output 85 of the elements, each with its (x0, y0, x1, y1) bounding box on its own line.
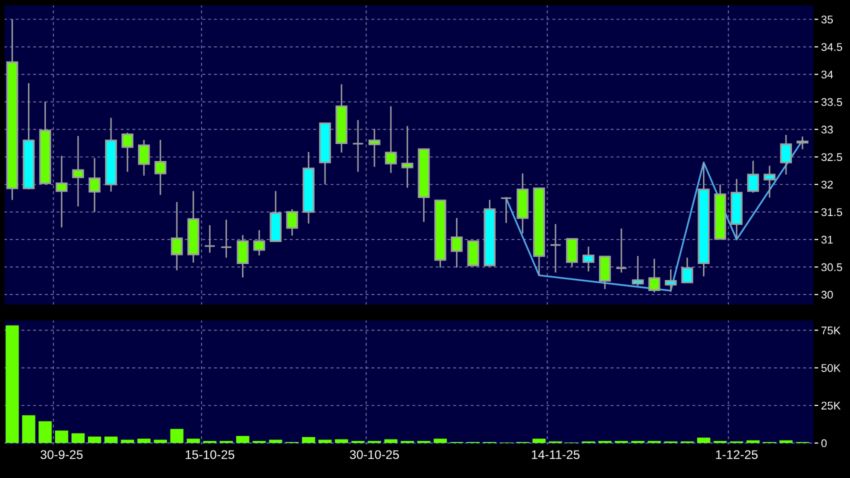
bar (154, 440, 167, 444)
candlestick (154, 139, 166, 196)
bar (598, 440, 612, 444)
y-tick-label: 32.5 (821, 153, 842, 162)
candlestick (796, 136, 808, 150)
y-tick-label: 25K (822, 402, 841, 410)
bar (72, 433, 85, 444)
candlestick (780, 134, 792, 176)
bar (104, 436, 118, 444)
candlestick (450, 217, 463, 268)
candlestick (566, 238, 578, 268)
bar (417, 440, 430, 444)
candlestick (401, 125, 414, 188)
x-tick-label: 15-10-25 (186, 450, 234, 460)
y-tick-label: 0 (821, 439, 827, 448)
y-tick-label: 30.5 (821, 263, 842, 272)
bar (532, 438, 546, 444)
bar (302, 437, 316, 444)
candlestick (220, 218, 232, 258)
y-tick-label: 50K (821, 364, 841, 372)
candlestick (615, 228, 628, 274)
bar (186, 438, 200, 444)
bar (38, 421, 52, 444)
bar (384, 439, 398, 444)
candlestick (747, 160, 760, 194)
bar (203, 440, 216, 444)
candlestick (88, 157, 100, 213)
bar (714, 440, 727, 444)
candlestick (664, 268, 677, 292)
bar (170, 428, 184, 444)
candlestick (122, 132, 134, 172)
bar (88, 436, 102, 444)
candlestick (632, 255, 644, 286)
candlestick (236, 234, 249, 278)
y-tick-label: 75K (822, 326, 841, 334)
candlestick (253, 229, 266, 256)
candlestick (56, 155, 68, 228)
bar (318, 440, 332, 444)
candlestick (384, 106, 397, 174)
bar (648, 440, 661, 444)
candlestick (550, 223, 562, 274)
bar (368, 440, 382, 444)
bar (137, 438, 151, 444)
bar (697, 438, 710, 444)
candlestick (764, 165, 776, 198)
bar (22, 415, 36, 444)
candlestick (352, 119, 364, 172)
candlestick (286, 208, 298, 236)
bar (55, 430, 68, 444)
bar (746, 440, 760, 444)
y-tick-label: 33.5 (821, 98, 842, 106)
bar (220, 440, 233, 444)
x-tick-label: 14-11-25 (532, 450, 580, 460)
bar (120, 440, 134, 444)
candlestick (500, 196, 512, 224)
bar (631, 440, 644, 444)
bar (6, 325, 19, 444)
candlestick (681, 256, 694, 284)
y-tick-label: 34.5 (821, 43, 842, 51)
bar (236, 436, 250, 444)
candlestick (138, 139, 150, 176)
bar (434, 438, 447, 444)
bar (334, 439, 348, 444)
bar (400, 440, 414, 444)
bar (351, 440, 365, 444)
bar (269, 440, 282, 444)
y-tick-label: 31.5 (821, 208, 842, 216)
x-tick-label: 30-10-25 (350, 450, 399, 460)
x-tick-label: 1-12-25 (716, 450, 758, 460)
candlestick (72, 135, 84, 208)
y-tick-label: 31 (821, 236, 833, 244)
candlestick (368, 128, 380, 168)
candlestick (204, 224, 216, 254)
x-tick-label: 30-9-25 (40, 450, 83, 460)
y-tick-label: 30 (821, 290, 833, 299)
y-tick-label: 33 (821, 126, 833, 134)
y-tick-label: 34 (821, 70, 833, 78)
bar (779, 440, 793, 444)
y-tick-label: 35 (821, 16, 833, 24)
candlestick (582, 246, 594, 272)
y-tick-label: 32 (821, 180, 833, 189)
candlestick (648, 258, 660, 294)
bar (614, 440, 628, 444)
bar (252, 440, 266, 444)
candlestick (170, 201, 183, 272)
